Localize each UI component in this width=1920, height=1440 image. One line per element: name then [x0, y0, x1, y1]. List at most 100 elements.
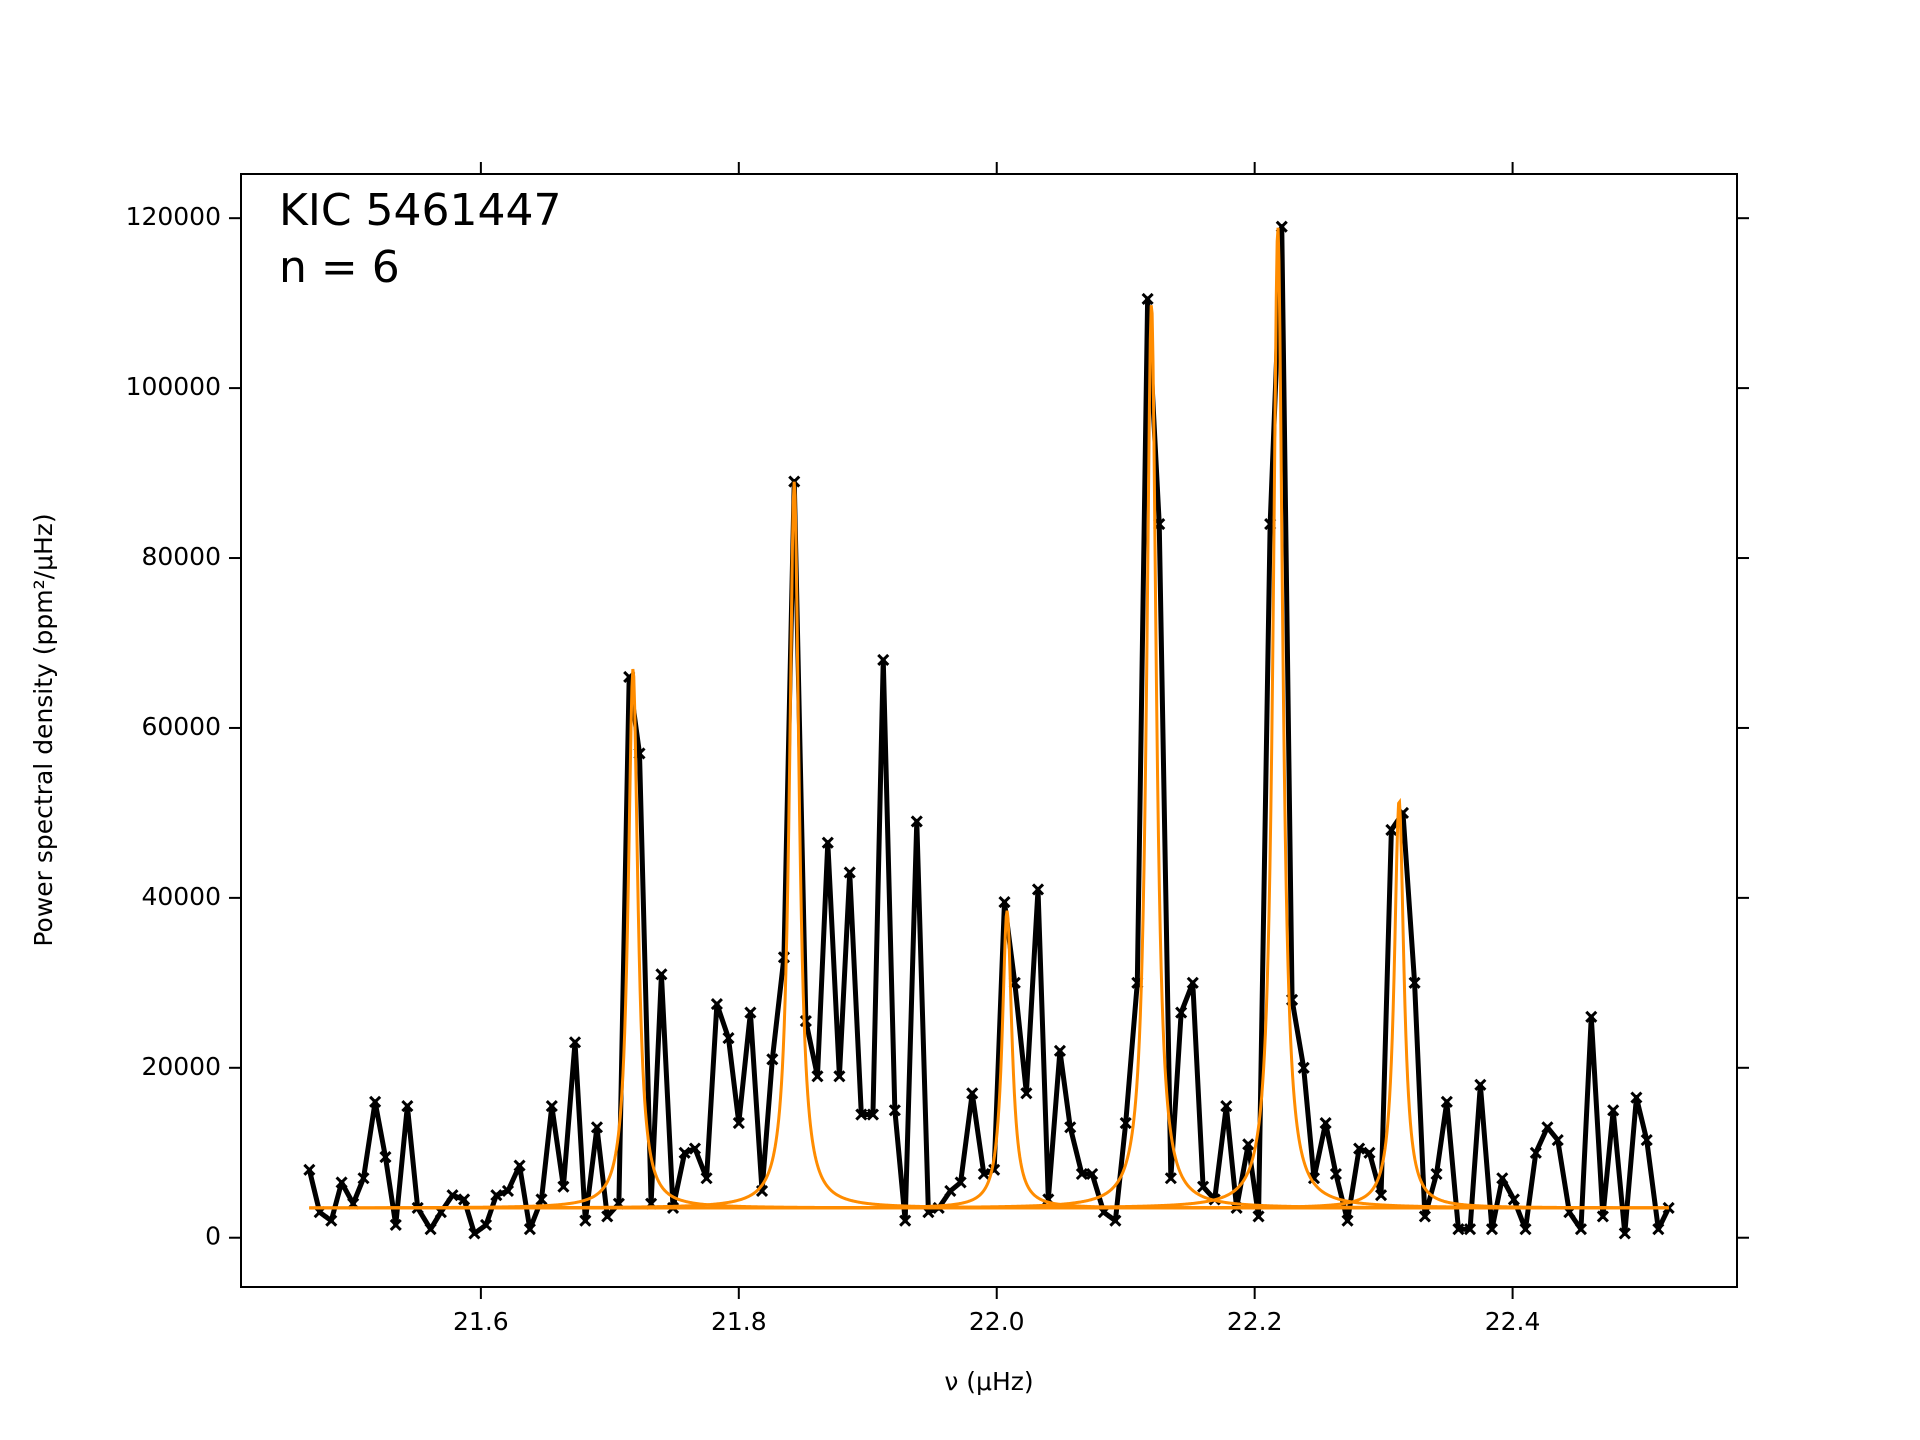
data-marker	[335, 1176, 348, 1189]
data-marker	[1485, 1223, 1499, 1236]
data-marker	[401, 1099, 414, 1113]
data-marker	[888, 1104, 901, 1117]
data-marker	[1353, 1142, 1366, 1155]
data-marker	[1596, 1210, 1609, 1223]
x-tick-label: 22.4	[1485, 1307, 1541, 1336]
data-marker	[855, 1108, 868, 1121]
data-marker	[325, 1214, 338, 1227]
data-marker	[877, 653, 890, 667]
y-tick-label: 60000	[141, 712, 221, 741]
y-axis-label: Power spectral density (ppm²/μHz)	[29, 513, 58, 946]
data-marker	[954, 1176, 967, 1189]
data-marker	[1297, 1061, 1310, 1074]
data-marker	[1031, 883, 1045, 896]
data-marker	[1119, 1116, 1132, 1130]
data-marker	[1440, 1095, 1453, 1108]
data-marker	[899, 1214, 912, 1227]
data-marker	[700, 1172, 713, 1185]
data-marker	[1164, 1172, 1177, 1185]
annotation: KIC 5461447	[279, 185, 562, 236]
data-marker	[1529, 1146, 1542, 1159]
data-marker	[557, 1180, 570, 1193]
data-marker	[303, 1163, 316, 1176]
data-marker	[843, 866, 856, 879]
data-marker	[678, 1146, 691, 1159]
data-marker	[369, 1095, 382, 1108]
data-marker	[833, 1070, 846, 1083]
fit-curve	[309, 797, 1669, 1210]
data-marker	[766, 1053, 779, 1066]
data-marker	[1319, 1116, 1332, 1130]
data-marker	[811, 1070, 824, 1083]
data-marker	[468, 1227, 481, 1240]
data-marker	[1186, 976, 1199, 989]
data-marker	[513, 1159, 526, 1172]
data-marker	[821, 836, 834, 849]
data-marker	[1430, 1167, 1443, 1181]
data-marker	[1496, 1172, 1509, 1185]
x-axis-label: ν (μHz)	[944, 1367, 1033, 1396]
y-tick-label: 20000	[141, 1052, 221, 1081]
y-tick-label: 40000	[141, 882, 221, 911]
data-marker	[1307, 1172, 1321, 1185]
data-marker	[501, 1184, 515, 1198]
data-marker	[590, 1121, 604, 1134]
data-marker	[389, 1218, 402, 1232]
data-marker	[535, 1193, 548, 1206]
data-marker	[523, 1223, 536, 1236]
data-marker	[1463, 1223, 1477, 1236]
data-marker	[568, 1036, 582, 1049]
y-tick-label: 120000	[126, 202, 221, 231]
data-marker	[379, 1150, 392, 1164]
data-marker	[458, 1193, 471, 1206]
x-tick-label: 21.6	[453, 1307, 509, 1336]
data-marker	[446, 1189, 459, 1202]
x-tick-label: 22.2	[1227, 1307, 1283, 1336]
data-marker	[1630, 1091, 1643, 1104]
data-marker	[1574, 1223, 1588, 1236]
data-marker	[1220, 1099, 1233, 1113]
axes-frame	[240, 173, 1738, 1288]
data-marker	[966, 1087, 979, 1100]
data-marker	[1075, 1167, 1088, 1181]
data-marker	[1341, 1214, 1354, 1227]
plot-area	[303, 220, 1675, 1240]
annotation: n = 6	[279, 242, 400, 293]
data-marker	[1541, 1121, 1554, 1134]
data-marker	[1607, 1104, 1620, 1117]
data-marker	[1252, 1210, 1265, 1223]
data-marker	[1086, 1167, 1099, 1181]
y-tick-label: 80000	[141, 542, 221, 571]
data-marker	[1519, 1223, 1532, 1236]
data-marker	[601, 1210, 614, 1223]
data-marker	[479, 1218, 493, 1232]
data-marker	[977, 1167, 990, 1181]
data-marker	[710, 998, 723, 1011]
data-marker	[744, 1006, 757, 1019]
data-marker	[1652, 1223, 1665, 1236]
y-tick-label: 100000	[126, 372, 221, 401]
data-marker	[1452, 1223, 1465, 1236]
data-marker	[1618, 1227, 1631, 1240]
data-marker	[1242, 1138, 1255, 1151]
data-marker	[1640, 1133, 1653, 1147]
x-tick-label: 22.0	[969, 1307, 1025, 1336]
data-marker	[1507, 1193, 1520, 1206]
data-marker	[655, 968, 668, 981]
data-marker	[722, 1031, 735, 1045]
data-marker	[490, 1189, 503, 1202]
data-marker	[1197, 1180, 1210, 1193]
data-marker	[1418, 1210, 1431, 1223]
data-line	[306, 224, 1671, 1236]
data-marker	[1408, 976, 1421, 989]
data-marker	[1020, 1087, 1033, 1100]
data-marker	[1385, 823, 1398, 836]
data-marker	[579, 1214, 592, 1227]
data-marker	[1053, 1044, 1066, 1057]
data-marker	[998, 896, 1011, 909]
data-marker	[1175, 1006, 1188, 1019]
data-marker	[1474, 1078, 1487, 1091]
data-marker	[688, 1142, 702, 1155]
data-marker	[1109, 1214, 1122, 1227]
